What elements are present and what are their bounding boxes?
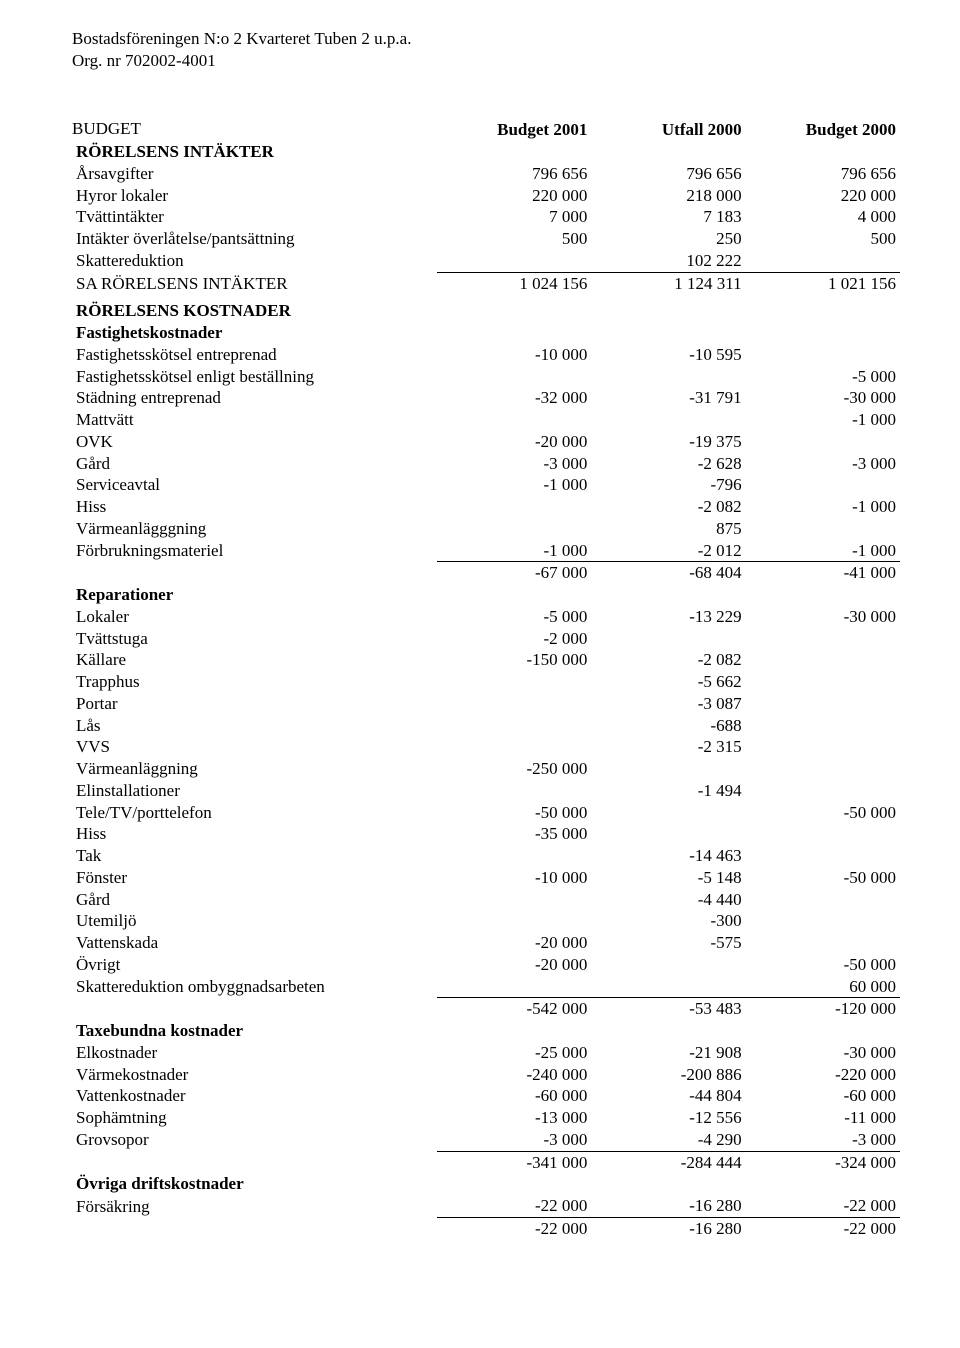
row-fonster: Fönster-10 000-5 148-50 000 [72,867,900,889]
row-kallare: Källare-150 000-2 082 [72,649,900,671]
row-fk-sum: -67 000-68 404-41 000 [72,562,900,584]
org-line2: Org. nr 702002-4001 [72,50,900,72]
row-gard2: Gård-4 440 [72,889,900,911]
row-stadning: Städning entreprenad-32 000-31 791-30 00… [72,387,900,409]
row-hyror: Hyror lokaler220 000218 000220 000 [72,185,900,207]
row-tax-sum: -341 000-284 444-324 000 [72,1151,900,1173]
row-tvattstuga: Tvättstuga-2 000 [72,628,900,650]
row-ovk: OVK-20 000-19 375 [72,431,900,453]
row-forsakring: Försäkring-22 000-16 280-22 000 [72,1195,900,1217]
page: Bostadsföreningen N:o 2 Kvarteret Tuben … [0,0,960,1280]
row-varmeanl2: Värmeanläggning-250 000 [72,758,900,780]
row-vvs: VVS-2 315 [72,736,900,758]
row-lokaler: Lokaler-5 000-13 229-30 000 [72,606,900,628]
row-hiss1: Hiss-2 082-1 000 [72,496,900,518]
row-skatteredukt1: Skattereduktion102 222 [72,250,900,272]
row-ovr-sum: -22 000-16 280-22 000 [72,1217,900,1239]
row-ovrigt: Övrigt-20 000-50 000 [72,954,900,976]
section-label: RÖRELSENS INTÄKTER [72,141,437,163]
row-tak: Tak-14 463 [72,845,900,867]
row-vattenskada: Vattenskada-20 000-575 [72,932,900,954]
row-teletv: Tele/TV/porttelefon-50 000-50 000 [72,802,900,824]
row-sa-intakter: SA RÖRELSENS INTÄKTER1 024 1561 124 3111… [72,272,900,294]
row-rep-sum: -542 000-53 483-120 000 [72,998,900,1020]
col-header-2: Utfall 2000 [591,119,745,141]
row-tvattintakter: Tvättintäkter7 0007 1834 000 [72,206,900,228]
row-elkost: Elkostnader-25 000-21 908-30 000 [72,1042,900,1064]
budget-table: Budget 2001 Utfall 2000 Budget 2000 RÖRE… [72,119,900,1239]
section-reparationer: Reparationer [72,584,900,606]
row-overlat: Intäkter överlåtelse/pantsättning5002505… [72,228,900,250]
org-line1: Bostadsföreningen N:o 2 Kvarteret Tuben … [72,28,900,50]
row-utemiljo: Utemiljö-300 [72,910,900,932]
row-arsavgifter: Årsavgifter796 656796 656796 656 [72,163,900,185]
section-fastighetskostnader: Fastighetskostnader [72,322,900,344]
row-forbruk: Förbrukningsmateriel-1 000-2 012-1 000 [72,540,900,562]
row-sophamt: Sophämtning-13 000-12 556-11 000 [72,1107,900,1129]
row-trapphus: Trapphus-5 662 [72,671,900,693]
row-serviceavtal: Serviceavtal-1 000-796 [72,474,900,496]
section-intakter: RÖRELSENS INTÄKTER [72,141,900,163]
row-mattvatt: Mattvätt-1 000 [72,409,900,431]
row-elinst: Elinstallationer-1 494 [72,780,900,802]
row-fsk-bestall: Fastighetsskötsel enligt beställning-5 0… [72,366,900,388]
row-las: Lås-688 [72,715,900,737]
col-header-1: Budget 2001 [437,119,591,141]
section-kostnader: RÖRELSENS KOSTNADER [72,300,900,322]
row-varmekost: Värmekostnader-240 000-200 886-220 000 [72,1064,900,1086]
row-skatteredukt2: Skattereduktion ombyggnadsarbeten60 000 [72,976,900,998]
row-hiss2: Hiss-35 000 [72,823,900,845]
row-varmeanl1: Värmeanlägggning875 [72,518,900,540]
row-vattenkost: Vattenkostnader-60 000-44 804-60 000 [72,1085,900,1107]
row-gard1: Gård-3 000-2 628-3 000 [72,453,900,475]
column-header-row: Budget 2001 Utfall 2000 Budget 2000 [72,119,900,141]
row-portar: Portar-3 087 [72,693,900,715]
section-taxebundna: Taxebundna kostnader [72,1020,900,1042]
row-fsk-entr: Fastighetsskötsel entreprenad-10 000-10 … [72,344,900,366]
section-ovriga: Övriga driftskostnader [72,1173,900,1195]
col-header-3: Budget 2000 [746,119,900,141]
row-grovsopor: Grovsopor-3 000-4 290-3 000 [72,1129,900,1151]
